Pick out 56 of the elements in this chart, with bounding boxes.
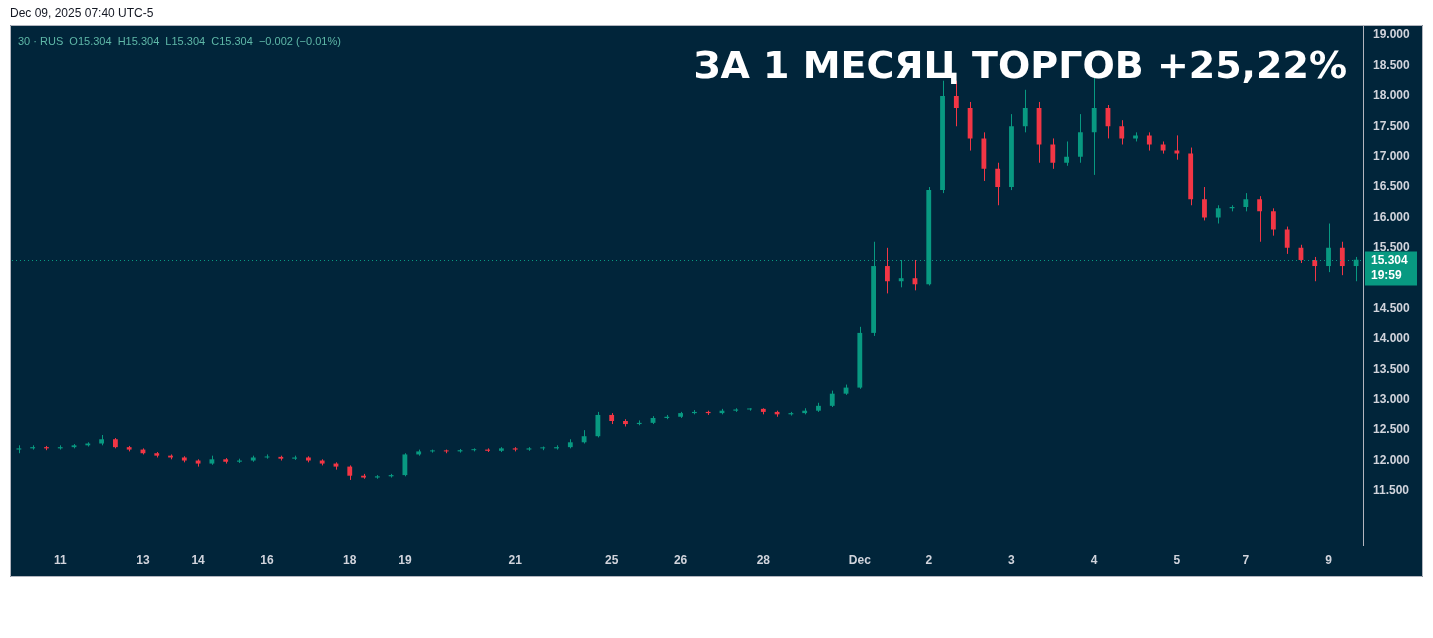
candlestick — [1202, 186, 1207, 221]
x-tick-label: Dec — [848, 553, 872, 568]
y-tick-label: 17.500 — [1373, 118, 1411, 133]
candlestick — [995, 162, 1001, 206]
candlestick — [747, 407, 752, 412]
y-tick-label: 14.500 — [1373, 300, 1411, 315]
y-tick-label: 19.000 — [1373, 27, 1411, 42]
candlestick — [1064, 140, 1070, 167]
candlestick — [1215, 204, 1221, 225]
x-tick-label: 19 — [398, 553, 412, 568]
x-tick-label: 7 — [1242, 553, 1250, 568]
x-tick-label: 28 — [756, 553, 771, 568]
x-tick-label: 2 — [925, 553, 933, 568]
y-tick-label: 14.000 — [1373, 331, 1411, 346]
text: ЗА 1 МЕСЯЦ ТОРГОВ +25,22% — [693, 42, 1347, 87]
y-tick-label: 11.500 — [1373, 483, 1410, 498]
text: 19:59 — [1371, 267, 1403, 282]
x-tick-label: 4 — [1090, 553, 1098, 568]
candlestick — [884, 247, 890, 294]
text: Dec 09, 2025 07:40 UTC-5 — [10, 6, 154, 21]
x-tick-label: 11 — [53, 553, 67, 568]
candlestick — [1174, 134, 1180, 161]
x-tick-label: 26 — [673, 553, 688, 568]
y-tick-label: 12.500 — [1373, 422, 1411, 437]
y-tick-label: 16.500 — [1373, 179, 1411, 194]
candlestick — [1270, 207, 1276, 237]
y-tick-label: 18.000 — [1373, 88, 1411, 103]
x-tick-label: 9 — [1325, 553, 1333, 568]
x-tick-label: 13 — [136, 553, 150, 568]
y-tick-label: 13.500 — [1373, 361, 1411, 376]
y-tick-label: 12.000 — [1373, 452, 1411, 467]
y-tick-label: 17.000 — [1373, 148, 1411, 163]
candlestick — [1146, 131, 1152, 152]
x-tick-label: 21 — [508, 553, 523, 568]
candlestick — [402, 452, 408, 477]
candlestick — [1243, 192, 1249, 212]
candlestick — [1022, 89, 1028, 133]
x-tick-label: 3 — [1008, 553, 1016, 568]
y-tick-label: 15.500 — [1373, 240, 1411, 255]
candlestick — [1257, 195, 1263, 243]
candlestick — [1284, 226, 1290, 255]
x-tick-label: 25 — [605, 553, 619, 568]
candlestick — [595, 411, 601, 438]
y-tick-label: 16.000 — [1373, 209, 1411, 224]
x-tick-label: 18 — [343, 553, 357, 568]
candlestick — [1119, 119, 1125, 146]
candlestick — [1339, 241, 1345, 276]
x-tick-label: 5 — [1173, 553, 1181, 568]
y-tick-label: 13.000 — [1373, 392, 1411, 407]
y-tick-label: 18.500 — [1373, 57, 1411, 72]
candlestick — [1312, 256, 1318, 282]
x-tick-label: 14 — [191, 553, 206, 568]
text: 30 · RUS O15.304 H15.304 L15.304 C15.304 −0.002 (−0.01%) — [18, 35, 341, 48]
x-tick-label: 16 — [260, 553, 275, 568]
ref-line-label: 15.304 — [1371, 252, 1409, 267]
candlestick — [1050, 137, 1056, 170]
